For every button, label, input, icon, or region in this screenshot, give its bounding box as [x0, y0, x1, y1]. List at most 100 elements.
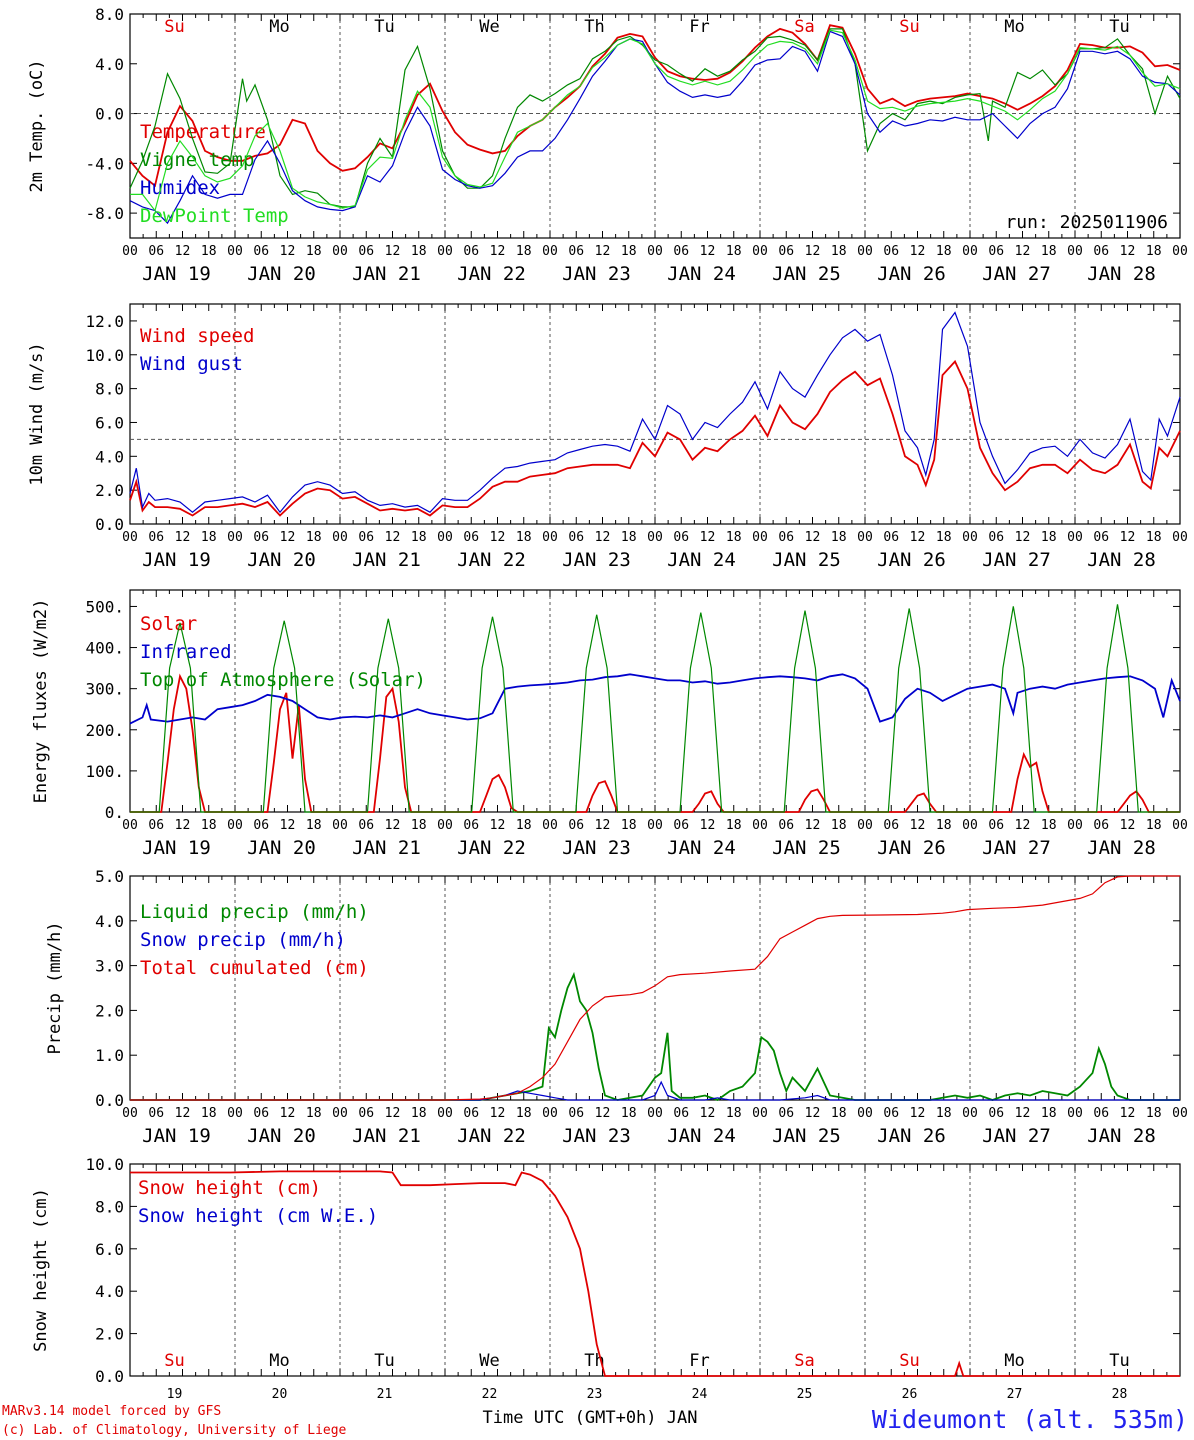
hour-tick-label: 12 — [700, 530, 716, 545]
hour-tick-label: 12 — [280, 244, 296, 259]
hour-tick-label: 12 — [700, 244, 716, 259]
hour-tick-label: 18 — [516, 244, 532, 259]
hour-tick-label: 06 — [988, 244, 1004, 259]
day-number-label: 24 — [692, 1387, 708, 1402]
series-line — [129, 673, 1181, 725]
weekday-label: Su — [164, 1351, 184, 1371]
hour-tick-label: 00 — [332, 244, 348, 259]
hour-tick-label: 06 — [673, 1106, 689, 1121]
y-tick-label: 10.0 — [85, 346, 124, 365]
hour-tick-label: 18 — [411, 818, 427, 833]
series-line — [129, 28, 1181, 208]
hour-tick-label: 06 — [358, 530, 374, 545]
hour-tick-label: 06 — [568, 530, 584, 545]
y-tick-label: 200. — [85, 721, 124, 740]
legend-entry: Vigne temp — [140, 149, 254, 171]
model-credit-line1: MARv3.14 model forced by GFS — [2, 1404, 221, 1419]
hour-tick-label: 06 — [148, 1106, 164, 1121]
hour-tick-label: 18 — [1041, 530, 1057, 545]
weekday-label: Fr — [689, 1351, 709, 1371]
hour-tick-label: 00 — [962, 818, 978, 833]
day-number-label: 22 — [482, 1387, 498, 1402]
hour-tick-label: 18 — [411, 530, 427, 545]
date-label: JAN 21 — [352, 837, 421, 859]
hour-tick-label: 18 — [936, 244, 952, 259]
hour-tick-label: 12 — [490, 1106, 506, 1121]
hour-tick-label: 18 — [201, 1106, 217, 1121]
hour-tick-label: 06 — [778, 1106, 794, 1121]
hour-tick-label: 18 — [1041, 818, 1057, 833]
hour-tick-label: 06 — [253, 244, 269, 259]
hour-tick-label: 00 — [437, 244, 453, 259]
hour-tick-label: 00 — [1172, 244, 1188, 259]
hour-tick-label: 06 — [148, 244, 164, 259]
hour-tick-label: 12 — [385, 530, 401, 545]
y-axis-label: 2m Temp. (oC) — [27, 59, 47, 192]
hour-tick-label: 18 — [831, 1106, 847, 1121]
y-tick-label: 10.0 — [85, 1155, 124, 1174]
weekday-label: We — [479, 17, 499, 37]
series-line — [130, 1080, 1180, 1101]
date-label: JAN 26 — [877, 837, 946, 859]
legend-entry: Top of Atmosphere (Solar) — [140, 669, 426, 691]
y-tick-label: 300. — [85, 680, 124, 699]
hour-tick-label: 00 — [752, 818, 768, 833]
hour-tick-label: 00 — [542, 530, 558, 545]
hour-tick-label: 12 — [1120, 244, 1136, 259]
hour-tick-label: 06 — [463, 1106, 479, 1121]
hour-tick-label: 18 — [411, 244, 427, 259]
y-tick-label: 3.0 — [95, 957, 124, 976]
hour-tick-label: 00 — [1067, 1106, 1083, 1121]
date-label: JAN 28 — [1087, 549, 1156, 571]
y-tick-label: 4.0 — [95, 55, 124, 74]
y-tick-label: 8.0 — [95, 380, 124, 399]
hour-tick-label: 18 — [726, 1106, 742, 1121]
hour-tick-label: 06 — [883, 818, 899, 833]
hour-tick-label: 18 — [306, 1106, 322, 1121]
hour-tick-label: 12 — [910, 244, 926, 259]
hour-tick-label: 00 — [1067, 244, 1083, 259]
hour-tick-label: 18 — [831, 244, 847, 259]
hour-tick-label: 00 — [122, 244, 138, 259]
date-label: JAN 24 — [667, 263, 736, 285]
day-number-label: 26 — [902, 1387, 918, 1402]
series-line — [130, 29, 1181, 212]
y-axis-label: Snow height (cm) — [31, 1188, 51, 1352]
y-tick-label: 4.0 — [95, 1282, 124, 1301]
hour-tick-label: 18 — [1146, 1106, 1162, 1121]
hour-tick-label: 06 — [673, 818, 689, 833]
weekday-label: Fr — [689, 17, 709, 37]
hour-tick-label: 18 — [831, 530, 847, 545]
y-tick-label: 2.0 — [95, 1325, 124, 1344]
y-axis-label: 10m Wind (m/s) — [27, 342, 47, 485]
y-tick-label: 6.0 — [95, 1240, 124, 1259]
weekday-label: Tu — [1109, 1351, 1129, 1371]
legend-entry: Wind gust — [140, 353, 243, 375]
hour-tick-label: 06 — [568, 244, 584, 259]
y-tick-label: 0.0 — [95, 1091, 124, 1110]
hour-tick-label: 06 — [253, 530, 269, 545]
hour-tick-label: 00 — [1067, 530, 1083, 545]
date-label: JAN 26 — [877, 549, 946, 571]
date-label: JAN 24 — [667, 837, 736, 859]
hour-tick-label: 12 — [385, 818, 401, 833]
hour-tick-label: 18 — [201, 818, 217, 833]
hour-tick-label: 06 — [358, 818, 374, 833]
y-tick-label: 0.0 — [95, 515, 124, 534]
chart-panel-4: 0.0 1.0 2.0 3.0 4.0 5.0 Precip (mm/h) 00 06 12 18 J… — [45, 867, 1188, 1147]
hour-tick-label: 00 — [962, 530, 978, 545]
hour-tick-label: 06 — [358, 1106, 374, 1121]
series-line — [130, 604, 1180, 813]
chart-panel-5: 0.0 2.0 4.0 6.0 8.0 10.0 Snow height (cm) Su Mo T… — [31, 1155, 1181, 1402]
hour-tick-label: 18 — [621, 244, 637, 259]
legend-entry: Temperature — [140, 121, 266, 143]
day-number-label: 25 — [797, 1387, 813, 1402]
hour-tick-label: 18 — [516, 1106, 532, 1121]
weekday-label: Tu — [1109, 17, 1129, 37]
y-tick-label: 2.0 — [95, 1001, 124, 1020]
hour-tick-label: 12 — [175, 244, 191, 259]
date-label: JAN 27 — [982, 837, 1051, 859]
hour-tick-label: 12 — [595, 1106, 611, 1121]
date-label: JAN 20 — [247, 549, 316, 571]
